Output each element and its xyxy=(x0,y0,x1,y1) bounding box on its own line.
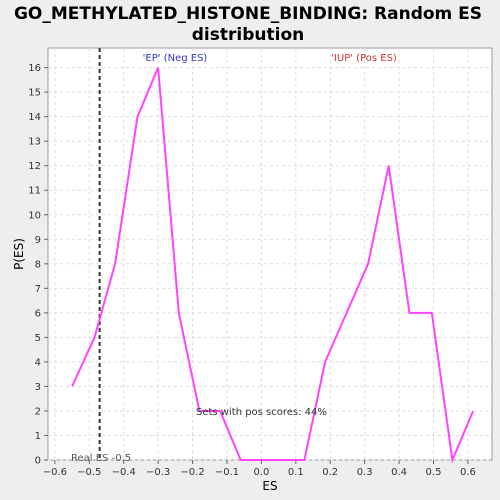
x-axis-label: ES xyxy=(262,479,277,493)
pos-scores-annotation: Sets with pos scores: 44% xyxy=(196,407,327,418)
series-line xyxy=(71,67,475,464)
x-tick-label: −0.2 xyxy=(180,467,204,478)
y-tick-label: 11 xyxy=(28,186,41,197)
y-tick-label: 14 xyxy=(28,112,41,123)
neg-es-label: 'EP' (Neg ES) xyxy=(143,53,208,64)
y-tick-label: 12 xyxy=(28,161,41,172)
y-tick-label: 4 xyxy=(35,357,41,368)
chart-title-line-2: distribution xyxy=(192,25,304,45)
axis-ticks: −0.6 −0.5 −0.4 −0.3 −0.2 −0.1 0.0 0.1 0.2 0.3 0.4 0… xyxy=(28,63,476,478)
y-tick-label: 8 xyxy=(35,259,41,270)
pos-es-label: 'IUP' (Pos ES) xyxy=(331,53,397,64)
chart-title-line-1: GO_METHYLATED_HISTONE_BINDING: Random ES xyxy=(14,4,482,24)
y-tick-label: 13 xyxy=(28,137,41,148)
y-tick-label: 9 xyxy=(35,235,41,246)
y-tick-label: 0 xyxy=(35,456,41,467)
y-tick-label: 15 xyxy=(28,88,41,99)
x-tick-label: 0.0 xyxy=(253,467,269,478)
y-tick-label: 3 xyxy=(35,382,41,393)
y-tick-label: 2 xyxy=(35,406,41,417)
real-es-annotation: Real ES -0.5 xyxy=(71,453,131,464)
x-tick-label: 0.5 xyxy=(426,467,442,478)
y-tick-label: 1 xyxy=(35,431,41,442)
x-tick-label: −0.4 xyxy=(112,467,136,478)
x-tick-label: 0.4 xyxy=(391,467,407,478)
y-tick-label: 10 xyxy=(28,210,41,221)
x-tick-label: 0.2 xyxy=(322,467,338,478)
x-tick-label: −0.3 xyxy=(146,467,170,478)
plot-area xyxy=(47,47,493,461)
y-tick-label: 5 xyxy=(35,333,41,344)
x-tick-label: 0.6 xyxy=(460,467,476,478)
y-tick-label: 6 xyxy=(35,308,41,319)
x-tick-label: 0.1 xyxy=(288,467,304,478)
y-axis-label: P(ES) xyxy=(12,238,26,270)
x-tick-label: −0.5 xyxy=(77,467,101,478)
x-tick-label: 0.3 xyxy=(357,467,373,478)
y-tick-label: 7 xyxy=(35,284,41,295)
y-tick-label: 16 xyxy=(28,63,41,74)
x-tick-label: −0.6 xyxy=(43,467,67,478)
x-tick-label: −0.1 xyxy=(215,467,239,478)
